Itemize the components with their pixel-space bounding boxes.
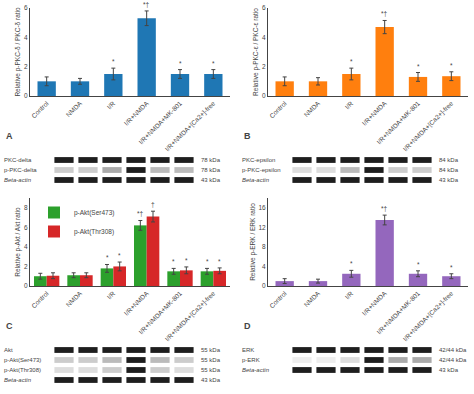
svg-text:p-Akt(Thr308): p-Akt(Thr308) xyxy=(4,367,41,373)
svg-text:*: * xyxy=(206,258,209,265)
svg-text:Control: Control xyxy=(268,289,288,309)
svg-text:†: † xyxy=(151,201,155,208)
svg-text:2: 2 xyxy=(24,63,28,70)
svg-text:Beta-actin: Beta-actin xyxy=(4,377,32,383)
svg-text:84 kDa: 84 kDa xyxy=(439,167,459,173)
svg-text:Akt: Akt xyxy=(4,347,13,353)
svg-text:p-Akt(Ser473): p-Akt(Ser473) xyxy=(4,357,41,363)
svg-text:0: 0 xyxy=(24,92,28,99)
svg-text:Relative p-Akt / Akt ratio: Relative p-Akt / Akt ratio xyxy=(14,207,22,277)
svg-text:6: 6 xyxy=(262,4,266,11)
svg-text:PKC-delta: PKC-delta xyxy=(4,157,32,163)
svg-text:Control: Control xyxy=(268,99,288,119)
svg-text:Relative p-PKC-δ / PKC-δ ratio: Relative p-PKC-δ / PKC-δ ratio xyxy=(14,7,22,97)
svg-text:Beta-actin: Beta-actin xyxy=(242,177,270,183)
svg-text:2: 2 xyxy=(262,63,266,70)
svg-text:12: 12 xyxy=(258,224,266,231)
svg-text:*: * xyxy=(350,58,353,65)
svg-text:Beta-actin: Beta-actin xyxy=(4,177,32,183)
svg-text:*: * xyxy=(417,63,420,70)
svg-text:*†: *† xyxy=(137,210,144,217)
svg-text:*: * xyxy=(179,60,182,67)
svg-text:I/R+NMDA: I/R+NMDA xyxy=(123,289,151,317)
svg-text:I/R+NMDA+MK-801: I/R+NMDA+MK-801 xyxy=(137,99,183,145)
svg-text:Control: Control xyxy=(30,99,50,119)
svg-text:I/R+NMDA: I/R+NMDA xyxy=(361,99,389,127)
svg-text:I/R+NMDA+[Ca2+]-free: I/R+NMDA+[Ca2+]-free xyxy=(401,289,455,343)
svg-text:*: * xyxy=(350,260,353,267)
svg-text:C: C xyxy=(6,321,13,331)
svg-text:43 kDa: 43 kDa xyxy=(201,377,221,383)
svg-text:I/R: I/R xyxy=(344,99,355,110)
svg-text:B: B xyxy=(244,131,251,141)
svg-text:*: * xyxy=(212,60,215,67)
svg-text:0: 0 xyxy=(262,282,266,289)
svg-text:I/R+NMDA+MK-801: I/R+NMDA+MK-801 xyxy=(375,289,421,335)
svg-text:16: 16 xyxy=(258,204,266,211)
svg-text:I/R: I/R xyxy=(106,99,117,110)
svg-text:*: * xyxy=(185,257,188,264)
svg-text:8: 8 xyxy=(24,204,28,211)
svg-text:p-PKC-delta: p-PKC-delta xyxy=(4,167,37,173)
svg-text:NMDA: NMDA xyxy=(303,99,322,118)
svg-text:*: * xyxy=(106,254,109,261)
svg-text:55 kDa: 55 kDa xyxy=(201,357,221,363)
svg-text:Control: Control xyxy=(30,289,50,309)
svg-text:I/R+NMDA+[Ca2+]-free: I/R+NMDA+[Ca2+]-free xyxy=(163,99,217,153)
svg-text:A: A xyxy=(6,131,13,141)
svg-text:I/R+NMDA+MK-801: I/R+NMDA+MK-801 xyxy=(375,99,421,145)
svg-text:4: 4 xyxy=(262,263,266,270)
svg-text:I/R+NMDA+[Ca2+]-free: I/R+NMDA+[Ca2+]-free xyxy=(401,99,455,153)
svg-text:p-ERK: p-ERK xyxy=(242,357,260,363)
svg-text:42/44 kDa: 42/44 kDa xyxy=(439,357,467,363)
svg-text:55 kDa: 55 kDa xyxy=(201,367,221,373)
svg-text:*†: *† xyxy=(143,1,150,8)
svg-text:p-PKC-epsilon: p-PKC-epsilon xyxy=(242,167,281,173)
svg-text:I/R: I/R xyxy=(106,289,117,300)
svg-text:*: * xyxy=(417,261,420,268)
svg-text:NMDA: NMDA xyxy=(65,99,84,118)
svg-text:p-Akt(Ser473): p-Akt(Ser473) xyxy=(74,209,114,217)
svg-text:*: * xyxy=(450,264,453,271)
svg-text:p-Akt(Thr308): p-Akt(Thr308) xyxy=(74,228,114,236)
svg-text:6: 6 xyxy=(24,4,28,11)
svg-text:I/R+NMDA: I/R+NMDA xyxy=(123,99,151,127)
svg-text:4: 4 xyxy=(24,243,28,250)
svg-text:ERK: ERK xyxy=(242,347,254,353)
svg-text:8: 8 xyxy=(262,243,266,250)
svg-text:*: * xyxy=(118,252,121,259)
svg-text:PKC-epsilon: PKC-epsilon xyxy=(242,157,275,163)
svg-text:NMDA: NMDA xyxy=(65,289,84,308)
svg-text:D: D xyxy=(244,321,251,331)
svg-text:*: * xyxy=(112,58,115,65)
svg-text:I/R+NMDA+MK-801: I/R+NMDA+MK-801 xyxy=(137,289,183,335)
svg-text:I/R+NMDA+[Ca2+]-free: I/R+NMDA+[Ca2+]-free xyxy=(163,289,217,343)
svg-text:4: 4 xyxy=(262,34,266,41)
svg-text:NMDA: NMDA xyxy=(303,289,322,308)
svg-text:I/R+NMDA: I/R+NMDA xyxy=(361,289,389,317)
svg-text:*†: *† xyxy=(381,10,388,17)
svg-text:I/R: I/R xyxy=(344,289,355,300)
svg-text:Beta-actin: Beta-actin xyxy=(242,367,270,373)
svg-text:4: 4 xyxy=(24,34,28,41)
svg-text:0: 0 xyxy=(262,92,266,99)
svg-text:0: 0 xyxy=(24,282,28,289)
svg-text:78 kDa: 78 kDa xyxy=(201,167,221,173)
svg-text:42/44 kDa: 42/44 kDa xyxy=(439,347,467,353)
svg-text:6: 6 xyxy=(24,224,28,231)
svg-text:*†: *† xyxy=(381,205,388,212)
svg-text:43 kDa: 43 kDa xyxy=(439,367,459,373)
svg-text:2: 2 xyxy=(24,263,28,270)
svg-text:78 kDa: 78 kDa xyxy=(201,157,221,163)
svg-text:55 kDa: 55 kDa xyxy=(201,347,221,353)
svg-text:*: * xyxy=(450,62,453,69)
svg-text:Relative p-ERK / ERK ratio: Relative p-ERK / ERK ratio xyxy=(249,203,257,281)
svg-text:84 kDa: 84 kDa xyxy=(439,157,459,163)
svg-text:43 kDa: 43 kDa xyxy=(439,177,459,183)
svg-text:*: * xyxy=(218,258,221,265)
svg-text:*: * xyxy=(172,258,175,265)
svg-text:Relative p-PKC-ε / PKC-ε ratio: Relative p-PKC-ε / PKC-ε ratio xyxy=(252,8,260,96)
svg-text:43 kDa: 43 kDa xyxy=(201,177,221,183)
